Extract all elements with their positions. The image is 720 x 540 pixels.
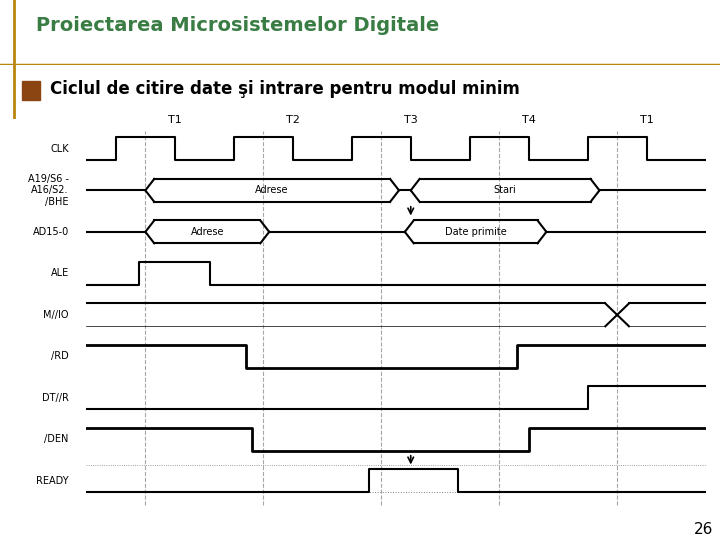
Text: DT//R: DT//R — [42, 393, 68, 403]
Text: CLK: CLK — [50, 144, 68, 154]
Text: M//IO: M//IO — [43, 310, 68, 320]
Text: Date primite: Date primite — [445, 227, 506, 237]
Text: Stari: Stari — [494, 185, 516, 195]
Text: A19/S6 -
A16/S2.
/BHE: A19/S6 - A16/S2. /BHE — [27, 174, 68, 207]
Text: AD15-0: AD15-0 — [32, 227, 68, 237]
Text: Ciclul de citire date şi intrare pentru modul minim: Ciclul de citire date şi intrare pentru … — [50, 80, 521, 98]
Text: T1: T1 — [168, 115, 181, 125]
Text: Adrese: Adrese — [256, 185, 289, 195]
Text: /RD: /RD — [51, 352, 68, 361]
Text: READY: READY — [36, 476, 68, 486]
Text: T3: T3 — [404, 115, 418, 125]
Text: /DEN: /DEN — [45, 434, 68, 444]
Text: 26: 26 — [693, 522, 713, 537]
Text: T4: T4 — [522, 115, 536, 125]
Text: T1: T1 — [640, 115, 654, 125]
Bar — [22, 81, 40, 100]
Text: Adrese: Adrese — [191, 227, 224, 237]
Text: T2: T2 — [286, 115, 300, 125]
Text: ALE: ALE — [50, 268, 68, 278]
Text: Proiectarea Microsistemelor Digitale: Proiectarea Microsistemelor Digitale — [36, 16, 439, 35]
